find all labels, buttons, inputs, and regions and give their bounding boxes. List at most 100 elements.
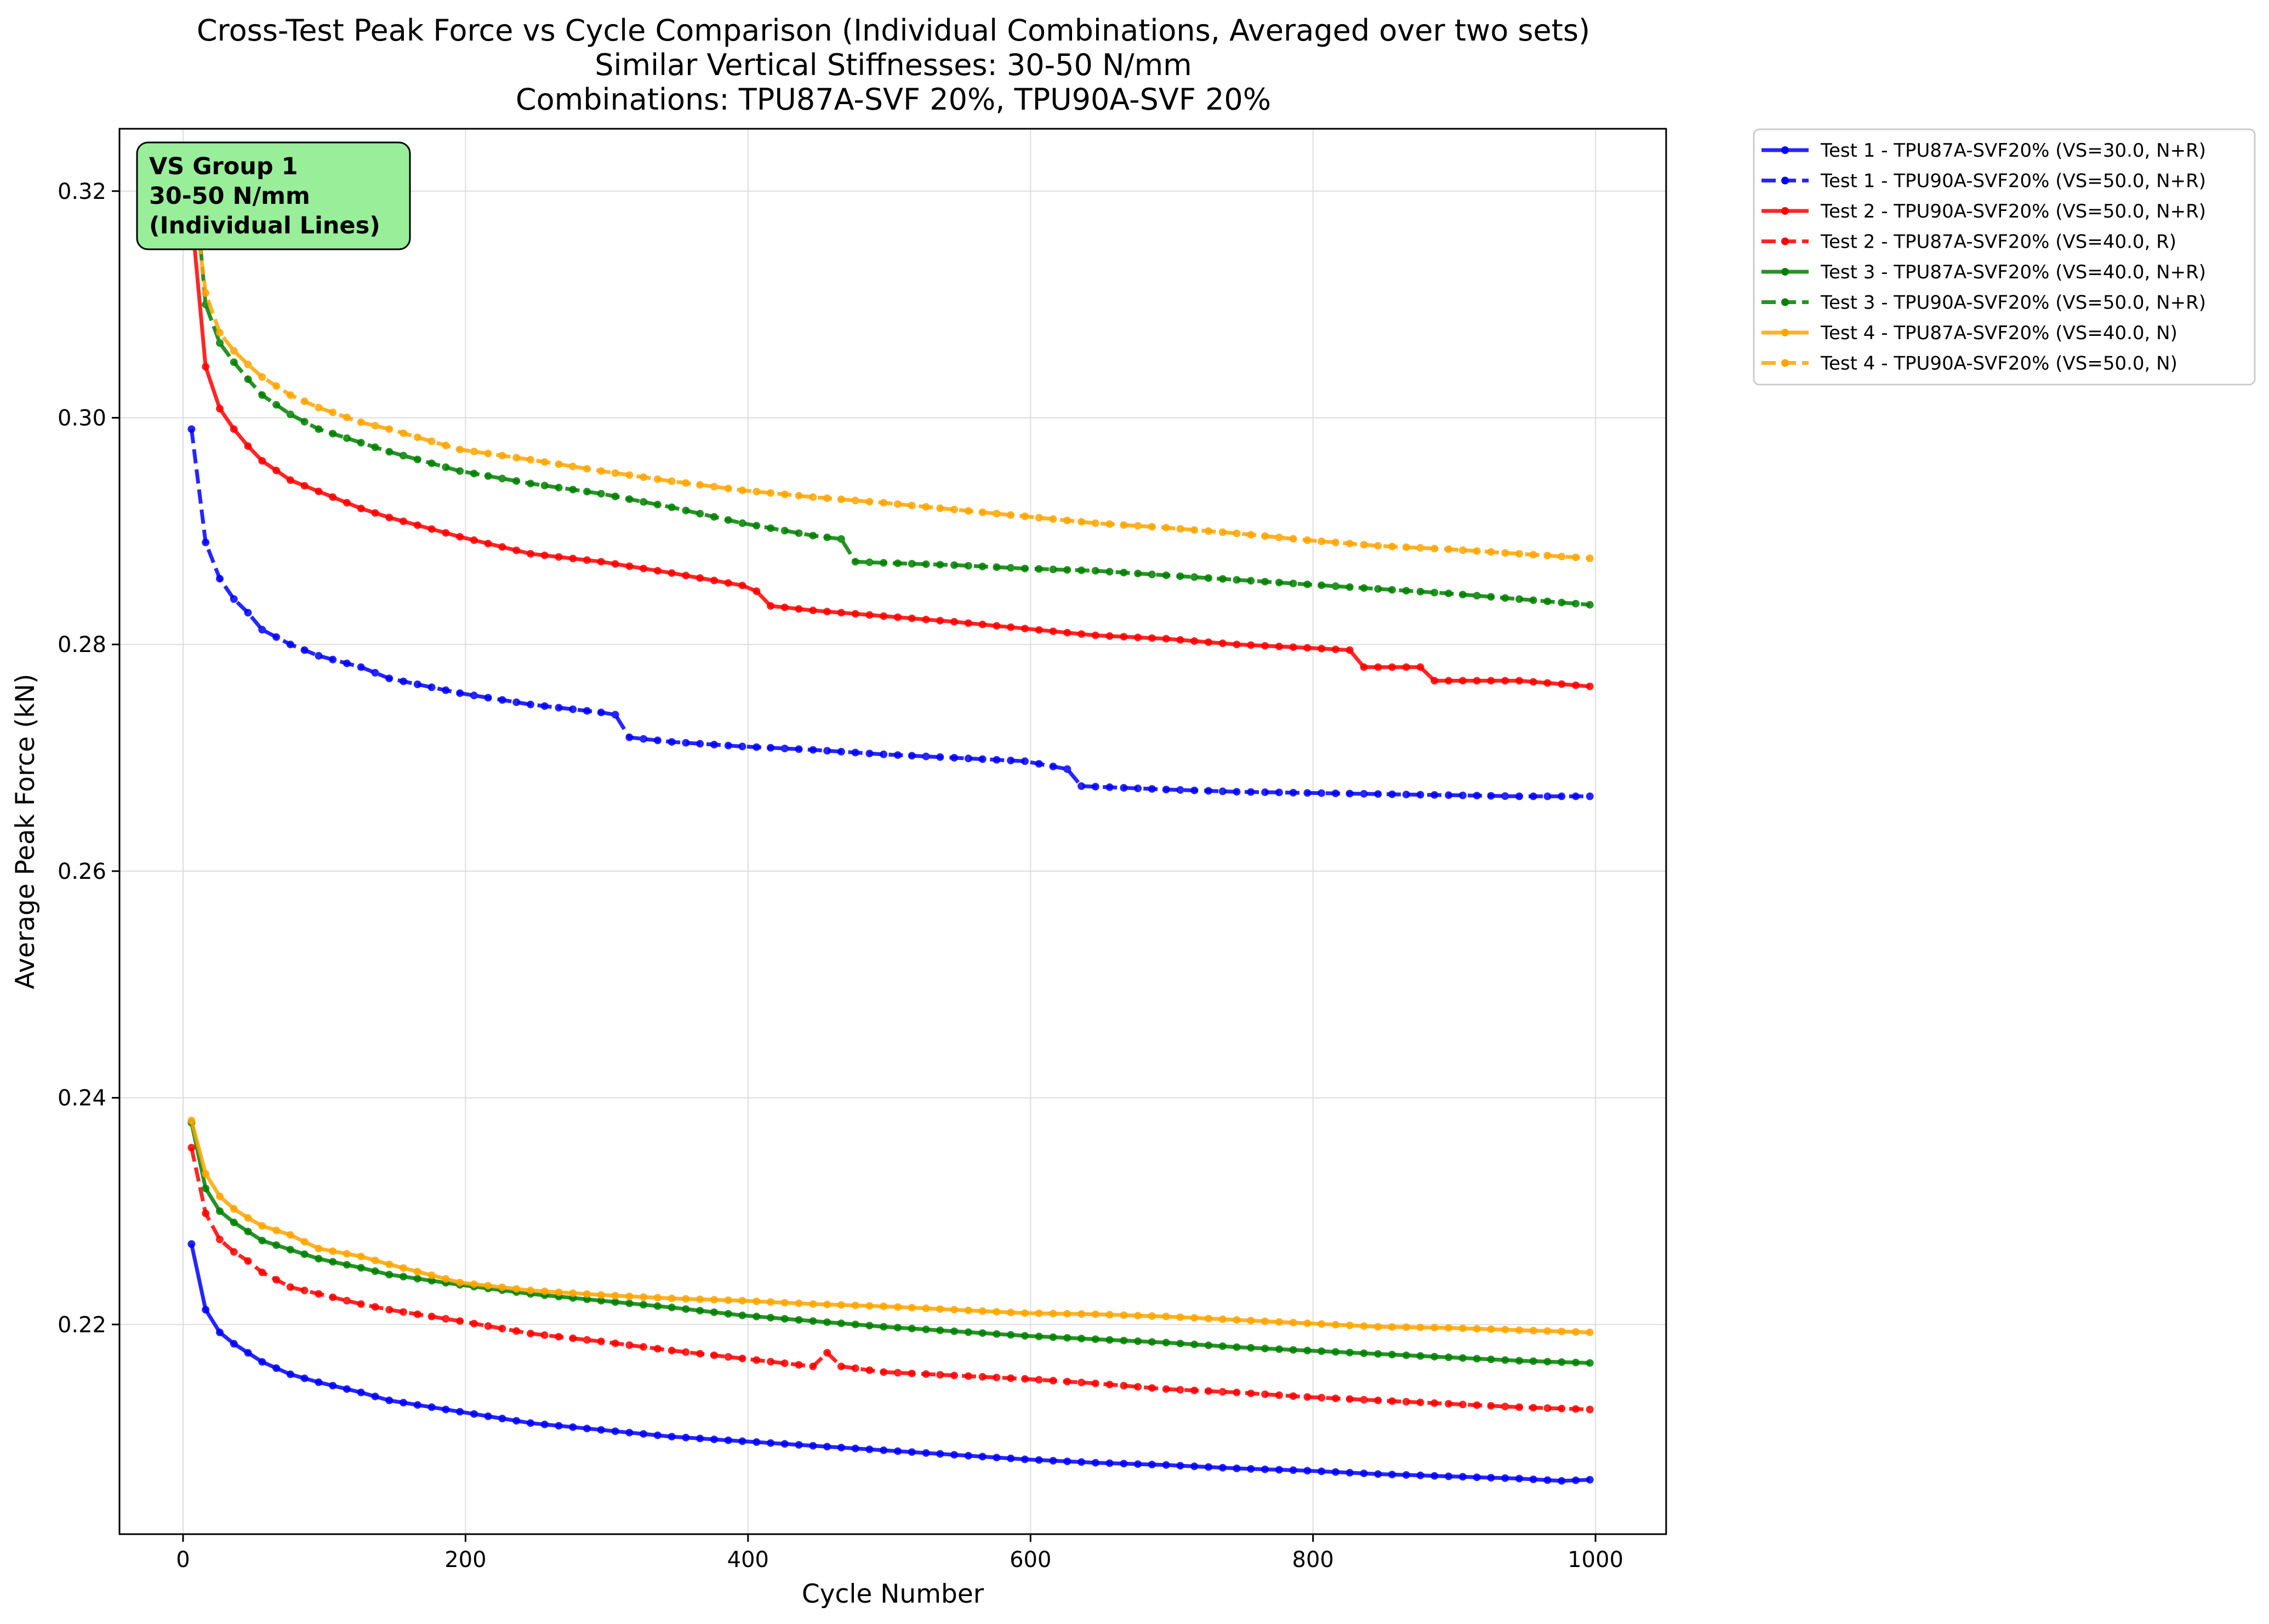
series-line — [189, 213, 1590, 689]
legend-entry-6: Test 3 - TPU90A-SVF20% (VS=50.0, N+R) — [1761, 292, 2206, 314]
series-line — [189, 1147, 1590, 1411]
data-point — [1360, 541, 1368, 549]
data-point — [1586, 1359, 1594, 1367]
data-point — [1233, 1465, 1241, 1472]
data-point — [230, 358, 238, 367]
data-point — [880, 1302, 888, 1311]
data-point — [1402, 1398, 1410, 1406]
y-tick-label: 0.22 — [58, 1312, 106, 1337]
data-point — [498, 1283, 506, 1291]
data-point — [950, 1451, 959, 1459]
series-7 — [187, 1117, 1594, 1336]
data-point — [1218, 639, 1227, 648]
data-point — [540, 702, 549, 710]
data-point — [230, 347, 238, 355]
data-point — [300, 397, 309, 405]
data-point — [315, 487, 323, 495]
data-point — [300, 1238, 309, 1246]
data-point — [1543, 679, 1552, 687]
data-point — [1430, 588, 1439, 597]
data-point — [484, 1322, 492, 1330]
data-point — [1501, 1474, 1509, 1482]
data-point — [1261, 1465, 1269, 1473]
data-point — [1487, 792, 1495, 800]
data-point — [1134, 1337, 1142, 1345]
data-point — [1078, 518, 1086, 526]
data-point — [964, 1451, 972, 1460]
series-2 — [187, 425, 1594, 800]
data-point — [668, 503, 676, 511]
data-point — [1303, 644, 1312, 652]
data-point — [950, 1327, 959, 1335]
data-point — [922, 615, 930, 624]
series-4 — [187, 1143, 1594, 1414]
data-point — [908, 1324, 916, 1333]
data-point — [1586, 554, 1594, 562]
data-point — [894, 559, 902, 568]
data-point — [456, 1317, 464, 1325]
data-point — [1021, 1332, 1029, 1340]
data-point — [668, 1294, 676, 1302]
data-point — [1134, 522, 1142, 530]
data-point — [1558, 598, 1566, 607]
data-point — [809, 1442, 817, 1450]
data-point — [1120, 1311, 1128, 1319]
data-point — [1289, 579, 1297, 587]
data-point — [880, 750, 888, 758]
data-point — [1515, 550, 1523, 558]
data-point — [1261, 788, 1269, 796]
data-point — [300, 646, 309, 654]
data-point — [1586, 601, 1594, 609]
data-point — [258, 1358, 266, 1366]
data-point — [1148, 634, 1156, 642]
data-point — [837, 1362, 845, 1370]
data-point — [767, 1358, 775, 1366]
data-point — [1374, 1396, 1382, 1404]
data-point — [1105, 1381, 1114, 1388]
data-point — [1261, 1345, 1269, 1353]
data-point — [795, 1361, 803, 1369]
data-point — [1275, 579, 1283, 587]
data-point — [1105, 568, 1114, 576]
data-point — [1318, 644, 1326, 653]
data-point — [1120, 569, 1128, 576]
data-point — [809, 746, 817, 754]
data-point — [894, 613, 902, 621]
data-point — [1162, 1461, 1170, 1469]
data-point — [1388, 542, 1396, 551]
data-point — [851, 496, 859, 505]
data-point — [1473, 547, 1481, 555]
data-point — [1205, 527, 1212, 535]
data-point — [738, 581, 746, 590]
data-point — [357, 663, 365, 671]
data-point — [1487, 677, 1495, 685]
data-point — [1572, 1358, 1580, 1366]
data-point — [357, 1253, 365, 1261]
data-point — [498, 451, 506, 460]
data-point — [329, 493, 337, 501]
data-point — [540, 458, 549, 466]
data-point — [795, 1316, 803, 1324]
y-tick-label: 0.24 — [58, 1086, 106, 1111]
data-point — [1063, 628, 1071, 637]
chart-title-line-3: Combinations: TPU87A-SVF 20%, TPU90A-SVF… — [516, 82, 1271, 117]
data-point — [1318, 789, 1326, 797]
data-point — [1120, 784, 1128, 792]
data-point — [272, 1241, 281, 1249]
data-point — [385, 1306, 394, 1314]
data-point — [780, 1315, 789, 1323]
data-point — [286, 476, 294, 484]
data-point — [865, 1366, 874, 1374]
data-point — [908, 1369, 916, 1377]
data-point — [258, 626, 266, 634]
data-point — [1176, 525, 1184, 533]
data-point — [922, 1449, 930, 1457]
data-point — [1473, 1325, 1481, 1333]
data-point — [1572, 1476, 1580, 1484]
data-point — [413, 521, 421, 529]
data-point — [1261, 642, 1269, 650]
data-point — [611, 1291, 619, 1300]
legend-entry-8: Test 4 - TPU90A-SVF20% (VS=50.0, N) — [1761, 353, 2177, 375]
data-point — [894, 500, 902, 508]
data-point — [300, 1250, 309, 1259]
